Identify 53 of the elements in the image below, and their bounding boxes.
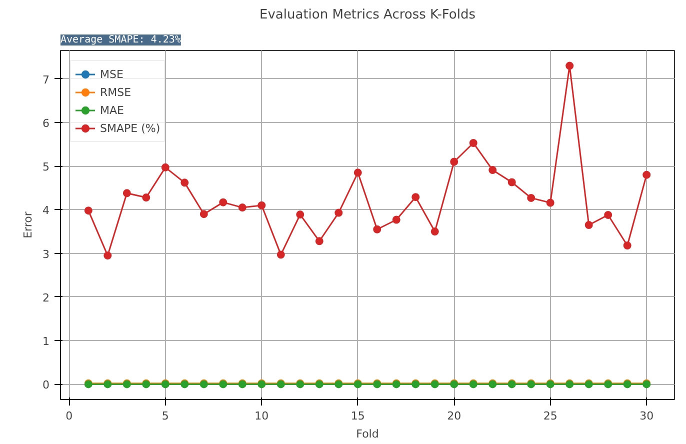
point bbox=[122, 189, 131, 198]
point bbox=[488, 166, 497, 174]
legend-label: RMSE bbox=[100, 84, 132, 100]
x-tick-label: 30 bbox=[640, 410, 654, 422]
point bbox=[354, 168, 362, 177]
y-tick-label: 6 bbox=[42, 116, 50, 130]
y-tick-label: 1 bbox=[42, 335, 50, 348]
y-tick-label: 5 bbox=[42, 160, 50, 174]
legend-label: MAE bbox=[100, 102, 124, 118]
point bbox=[392, 216, 400, 224]
x-tick-label: 20 bbox=[447, 410, 462, 422]
point bbox=[276, 250, 285, 259]
x-tick-label: 0 bbox=[66, 410, 73, 422]
point bbox=[546, 198, 554, 207]
point bbox=[469, 138, 478, 147]
point bbox=[450, 158, 458, 166]
y-tick-label: 3 bbox=[42, 248, 50, 261]
point bbox=[258, 201, 266, 210]
point bbox=[604, 210, 612, 219]
point bbox=[200, 210, 208, 218]
point bbox=[373, 225, 382, 234]
point bbox=[315, 237, 324, 246]
y-tick-label: 0 bbox=[42, 378, 50, 392]
point bbox=[642, 170, 651, 179]
y-tick-label: 2 bbox=[42, 291, 50, 304]
point bbox=[161, 163, 170, 172]
point bbox=[219, 198, 228, 206]
point bbox=[508, 178, 516, 186]
legend-label: MSE bbox=[100, 66, 124, 82]
point bbox=[566, 62, 574, 70]
legend-label: SMAPE (%) bbox=[100, 120, 160, 136]
x-tick-label: 10 bbox=[254, 410, 269, 422]
x-tick-label: 15 bbox=[350, 410, 365, 422]
point bbox=[180, 178, 189, 187]
point bbox=[430, 228, 439, 236]
point bbox=[238, 204, 246, 212]
point bbox=[527, 194, 536, 202]
point bbox=[334, 208, 343, 217]
x-tick-label: 25 bbox=[543, 410, 558, 422]
chart-title: Evaluation Metrics Across K-Folds bbox=[260, 8, 476, 22]
y-axis-title: Error bbox=[22, 211, 34, 238]
point bbox=[84, 206, 92, 215]
point bbox=[584, 221, 593, 229]
x-tick-label: 5 bbox=[162, 410, 169, 422]
text: Average SMAPE: 4.23% bbox=[60, 34, 181, 46]
point bbox=[623, 242, 632, 250]
x-axis-title: Fold bbox=[356, 428, 379, 440]
point bbox=[296, 210, 304, 219]
point bbox=[412, 193, 420, 202]
point bbox=[142, 194, 150, 202]
y-tick-label: 4 bbox=[42, 204, 50, 218]
y-tick-label: 7 bbox=[42, 73, 50, 86]
point bbox=[104, 252, 112, 260]
